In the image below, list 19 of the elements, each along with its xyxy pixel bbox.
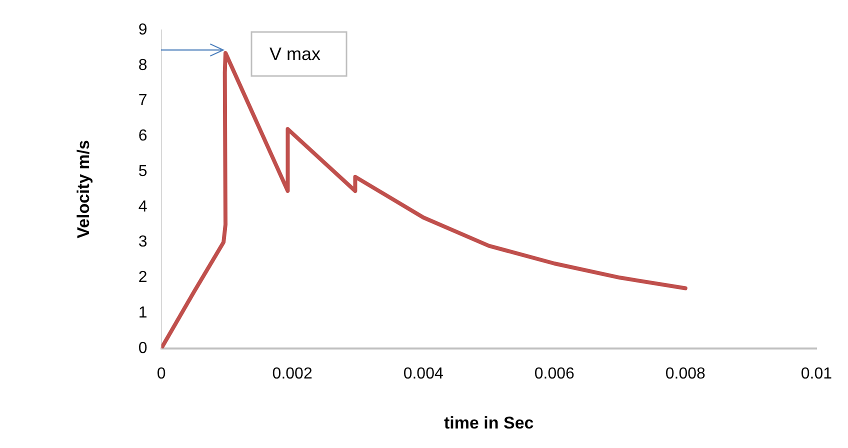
y-tick-label: 4 bbox=[138, 198, 148, 216]
x-tick-label: 0.006 bbox=[534, 365, 574, 382]
x-tick-label: 0.008 bbox=[665, 365, 706, 382]
y-axis-title: Velocity m/s bbox=[74, 140, 93, 238]
y-tick-label: 6 bbox=[138, 128, 148, 145]
y-tick-label: 9 bbox=[138, 21, 148, 38]
y-tick-label: 3 bbox=[138, 234, 148, 251]
x-tick-label: 0.01 bbox=[800, 365, 832, 382]
y-tick-label: 0 bbox=[138, 340, 148, 357]
x-tick-label: 0 bbox=[156, 365, 166, 382]
x-tick-label: 0.002 bbox=[272, 365, 312, 382]
y-tick-label: 7 bbox=[138, 92, 148, 110]
y-tick-label: 5 bbox=[138, 162, 148, 180]
annotation: V max bbox=[270, 44, 321, 64]
y-tick-label: 1 bbox=[138, 304, 148, 322]
y-tick-label: 2 bbox=[138, 269, 148, 286]
x-axis-title: time in Sec bbox=[444, 413, 534, 432]
x-tick-label: 0.004 bbox=[403, 365, 444, 382]
y-tick-label: 8 bbox=[138, 56, 148, 74]
